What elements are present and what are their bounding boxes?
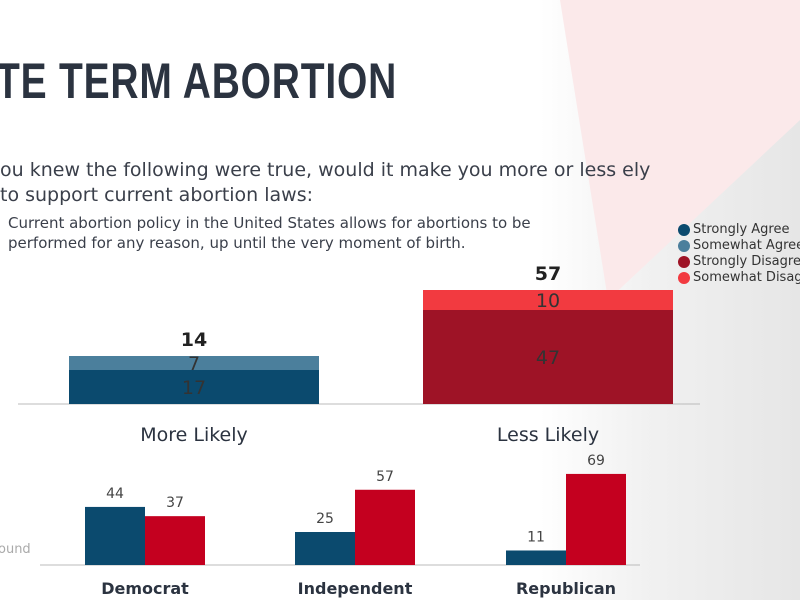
- page-title: TE TERM ABORTION: [0, 53, 398, 109]
- bar-segment: [69, 370, 319, 404]
- data-label: 7: [188, 353, 200, 375]
- bar-segment: [423, 310, 673, 404]
- data-label: 69: [587, 453, 605, 469]
- bar-segment: [69, 356, 319, 370]
- category-label: More Likely: [140, 424, 248, 446]
- bar: [506, 550, 566, 565]
- legend-dot: [678, 256, 690, 268]
- data-label: 17: [182, 377, 206, 399]
- bar: [85, 506, 145, 565]
- bar: [355, 489, 415, 565]
- total-label: 57: [535, 263, 561, 285]
- legend-dot: [678, 224, 690, 236]
- legend-item: Strongly Disagree: [678, 254, 800, 270]
- legend: Strongly Agree Somewhat Agree Strongly Dis…: [678, 222, 800, 286]
- data-label: 25: [316, 511, 334, 527]
- data-label: 57: [376, 469, 394, 485]
- legend-label: Strongly Agree: [693, 222, 790, 237]
- legend-item: Somewhat Disagree: [678, 270, 800, 286]
- legend-label: Strongly Disagree: [693, 254, 800, 269]
- category-label: Democrat: [101, 579, 189, 598]
- legend-dot: [678, 240, 690, 252]
- legend-dot: [678, 272, 690, 284]
- bar: [295, 532, 355, 565]
- data-label: 10: [536, 290, 560, 312]
- statement-text: Current abortion policy in the United St…: [8, 214, 531, 252]
- category-label: Independent: [298, 579, 413, 598]
- data-label: 47: [536, 347, 560, 369]
- legend-label: Somewhat Disagree: [693, 270, 800, 285]
- data-label: 11: [527, 529, 545, 545]
- category-label: Less Likely: [497, 424, 599, 446]
- data-label: 44: [106, 486, 124, 502]
- legend-item: Strongly Agree: [678, 222, 800, 238]
- category-label: Republican: [516, 579, 616, 598]
- legend-label: Somewhat Agree: [693, 238, 800, 253]
- faint-label: ound: [0, 542, 31, 557]
- question-text: ou knew the following were true, would i…: [0, 159, 651, 206]
- total-label: 14: [181, 329, 207, 351]
- data-label: 37: [166, 495, 184, 511]
- bar: [145, 516, 205, 565]
- bar-segment: [423, 290, 673, 310]
- bar: [566, 473, 626, 565]
- legend-item: Somewhat Agree: [678, 238, 800, 254]
